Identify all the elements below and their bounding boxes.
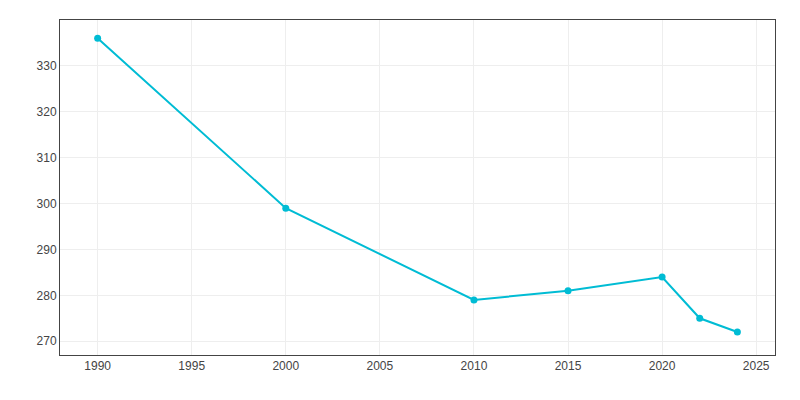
svg-text:1990: 1990 <box>84 359 111 373</box>
svg-text:2010: 2010 <box>461 359 488 373</box>
svg-text:2015: 2015 <box>555 359 582 373</box>
svg-text:1995: 1995 <box>178 359 205 373</box>
svg-text:320: 320 <box>37 105 57 119</box>
svg-text:300: 300 <box>37 197 57 211</box>
svg-text:330: 330 <box>37 59 57 73</box>
svg-text:270: 270 <box>37 334 57 348</box>
svg-text:2005: 2005 <box>367 359 394 373</box>
svg-text:2025: 2025 <box>743 359 770 373</box>
svg-text:2000: 2000 <box>272 359 299 373</box>
svg-text:290: 290 <box>37 243 57 257</box>
svg-text:310: 310 <box>37 151 57 165</box>
svg-text:2020: 2020 <box>649 359 676 373</box>
svg-text:280: 280 <box>37 289 57 303</box>
